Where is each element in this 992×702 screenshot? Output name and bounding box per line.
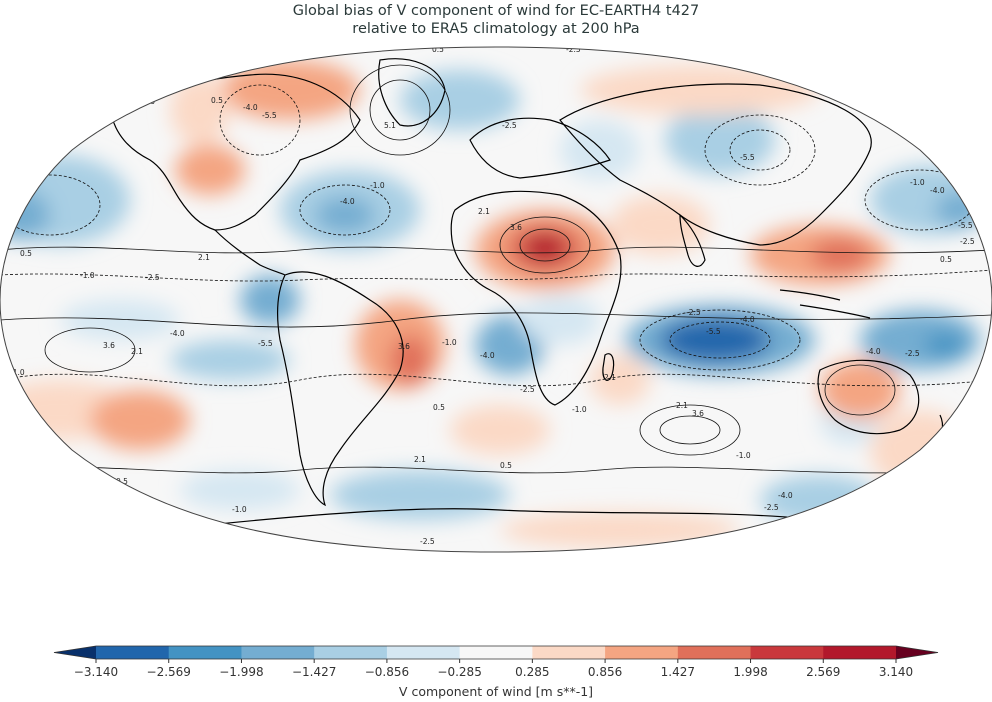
contour-label: -5.5 [262,111,277,120]
contour-label: -4.0 [340,197,355,206]
contour-label: -2.5 [566,45,581,54]
europe-outline [469,117,611,179]
contour-label: -2.5 [420,537,435,546]
contour-label: 3.6 [398,342,410,351]
colorbar-tick-label: −2.569 [147,665,191,679]
colorbar-cell [241,646,315,659]
contour-label: 0.5 [211,96,223,105]
contour-label: 2.1 [478,207,490,216]
madagascar-outline [602,353,615,381]
contour-label: 0.5 [940,255,952,264]
colorbar-cell [168,646,242,659]
colorbar-cell [386,646,461,659]
contour-label: 2.1 [676,401,688,410]
contour-label: -4.0 [740,315,755,324]
contour-label: -5.5 [740,153,755,162]
contour-label: 3.6 [510,223,522,232]
chart-title: Global bias of V component of wind for E… [0,2,992,38]
colorbar-tick-label: 3.140 [879,665,913,679]
colorbar-cell [314,646,388,659]
globe-outline [0,46,992,553]
north-america-outline [109,73,361,231]
contour-label: -2.5 [145,273,160,282]
contour-label: -1.0 [10,368,25,377]
contour-label: -1.0 [232,505,247,514]
world-map: -1.0 0.5 -2.5 0.5 -4.0 -5.5 3.6 0.5 5.1 … [0,45,992,553]
bias-field [0,60,990,548]
contour-label: 3.6 [103,341,115,350]
contour-label: -5.5 [706,327,721,336]
colorbar-tick-label: 1.998 [733,665,767,679]
colorbar-cell [677,646,752,659]
colorbar-extend-max [896,646,938,659]
contour-label-group: -1.0 0.5 -2.5 0.5 -4.0 -5.5 3.6 0.5 5.1 … [10,45,975,546]
contour-label: 2.1 [198,253,210,262]
contour-label: 0.5 [432,45,444,54]
central-america-outline [214,229,286,276]
colorbar-label: V component of wind [m s**-1] [398,684,594,699]
contour-label: 0.5 [433,403,445,412]
contour-label: 3.6 [692,409,704,418]
colorbar-cell [532,646,606,659]
colorbar-ticks: −3.140 −2.569 −1.998 −1.427 −0.856 −0.285 0.28… [74,659,913,679]
contour-label: -2.5 [764,503,779,512]
title-line-1: Global bias of V component of wind for E… [292,3,700,19]
contour-label: -4.0 [866,347,881,356]
contour-label: -2.5 [520,385,535,394]
contour-label: 0.5 [500,461,512,470]
contour-label: -4.0 [243,103,258,112]
contour-label: -1.0 [572,405,587,414]
australia-outline [817,359,920,435]
contour-label: -4.0 [480,351,495,360]
colorbar-tick-label: −1.998 [219,665,263,679]
colorbar-cell [750,646,824,659]
contour-label: -1.0 [80,271,95,280]
colorbar-cell [96,646,170,659]
greenland-outline [378,58,446,127]
colorbar-cell [459,646,533,659]
contour-label: -2.5 [686,308,701,317]
colorbar-extend-min [54,646,96,659]
colorbar-tick-label: −0.856 [365,665,409,679]
south-america-outline [276,271,404,507]
colorbar-cells [53,645,939,660]
contour-label: -1.0 [442,338,457,347]
contour-label: -1.0 [736,451,751,460]
contour-label: 2.1 [414,455,426,464]
contour-label: -1.0 [910,178,925,187]
contour-label: 5.1 [384,121,396,130]
contour-label: -2.5 [502,121,517,130]
map-background [0,47,992,552]
colorbar-tick-label: 0.856 [588,665,622,679]
contour-label: 2.1 [604,373,616,382]
asia-outline [559,83,872,246]
contour-label: -5.5 [258,339,273,348]
africa-outline [450,190,622,406]
colorbar-tick-label: 0.285 [515,665,549,679]
colorbar-cell [605,646,679,659]
colorbar-tick-label: 1.427 [661,665,695,679]
indonesia-outline [779,289,871,319]
contour-label: 2.1 [131,347,143,356]
contour-label: -4.0 [778,491,793,500]
contour-label: -1.0 [370,181,385,190]
contour-label: -2.5 [905,349,920,358]
colorbar-tick-label: 2.569 [806,665,840,679]
contour-label: 0.5 [116,477,128,486]
title-line-2: relative to ERA5 climatology at 200 hPa [352,21,640,37]
colorbar-tick-label: −0.285 [437,665,481,679]
contour-label: 0.5 [20,249,32,258]
contour-label: -5.5 [958,221,973,230]
contour-label: -2.5 [960,237,975,246]
colorbar-tick-label: −3.140 [74,665,118,679]
land-outlines [109,58,951,541]
contour-label: -4.0 [170,329,185,338]
colorbar-tick-label: −1.427 [292,665,336,679]
colorbar-cell [823,646,897,659]
contour-label: -4.0 [930,186,945,195]
india-outline [679,213,706,267]
contour-lines [0,64,992,474]
